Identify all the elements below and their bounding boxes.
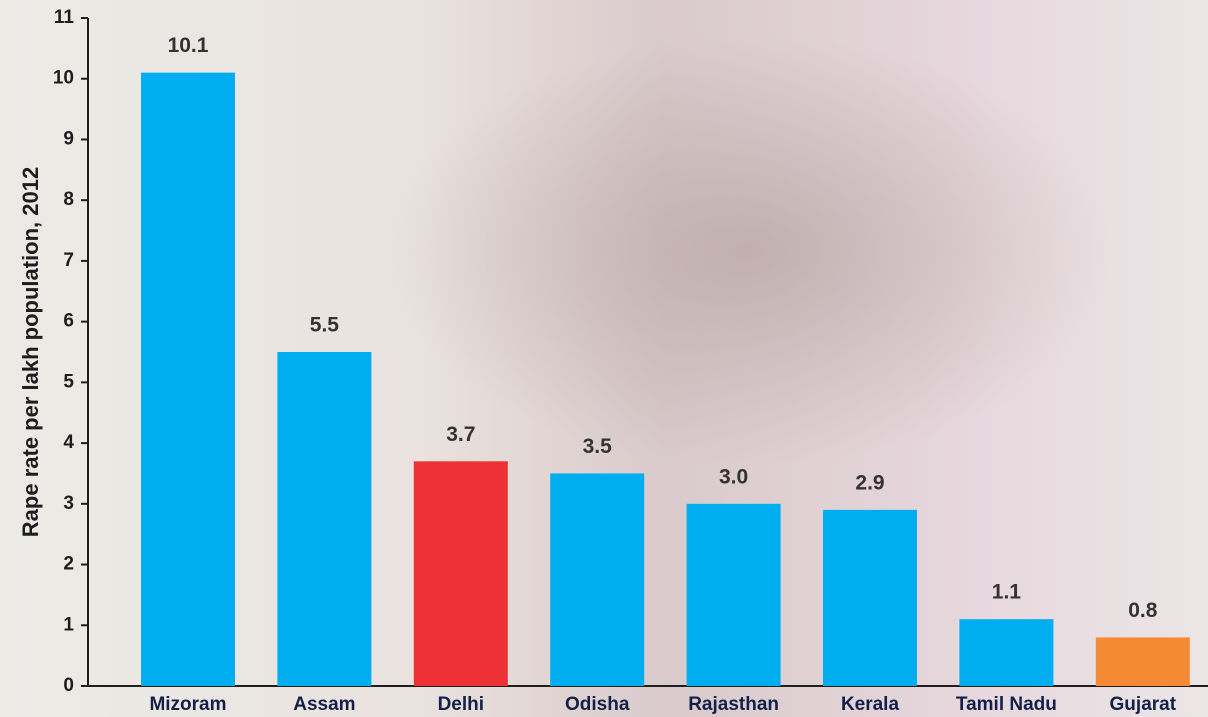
x-tick-label: Mizoram [149, 694, 226, 715]
y-tick-label: 1 [63, 614, 74, 635]
x-tick-label: Rajasthan [688, 694, 779, 715]
y-tick-label: 4 [63, 432, 74, 453]
y-tick-label: 8 [63, 189, 74, 210]
y-tick-label: 6 [63, 311, 74, 332]
value-label: 3.0 [719, 465, 748, 488]
y-tick-label: 11 [54, 7, 75, 28]
page: {"chart_data": {"type": "bar", "y_label"… [0, 0, 1208, 717]
bar [823, 510, 917, 686]
value-label: 3.5 [583, 435, 613, 458]
y-axis-title: Rape rate per lakh population, 2012 [18, 167, 43, 537]
value-label: 1.1 [992, 581, 1022, 604]
bar [414, 461, 508, 686]
bar [1096, 637, 1190, 686]
y-tick-label: 10 [53, 68, 74, 89]
bar [959, 619, 1053, 686]
y-tick-label: 0 [63, 675, 74, 696]
x-tick-label: Assam [293, 694, 355, 715]
chart: Rape rate per lakh population, 2012 0 1 2 3… [0, 0, 1208, 717]
y-tick-label: 5 [63, 371, 74, 392]
x-tick-label: Gujarat [1110, 694, 1177, 715]
x-tick-label: Delhi [438, 694, 484, 715]
x-tick-label: Tamil Nadu [956, 694, 1057, 715]
y-tick-label: 3 [63, 493, 74, 514]
bar [277, 352, 371, 686]
value-label: 3.7 [446, 423, 475, 446]
value-label: 0.8 [1128, 599, 1158, 622]
x-tick-label: Odisha [565, 694, 630, 715]
bar [141, 73, 235, 686]
bar [550, 473, 644, 686]
bar [687, 504, 781, 686]
y-tick-label: 7 [63, 250, 74, 271]
value-label: 2.9 [855, 471, 884, 494]
x-tick-label: Kerala [841, 694, 900, 715]
value-label: 5.5 [310, 314, 340, 337]
y-tick-label: 9 [63, 128, 74, 149]
value-label: 10.1 [168, 34, 209, 57]
y-tick-label: 2 [63, 554, 74, 575]
